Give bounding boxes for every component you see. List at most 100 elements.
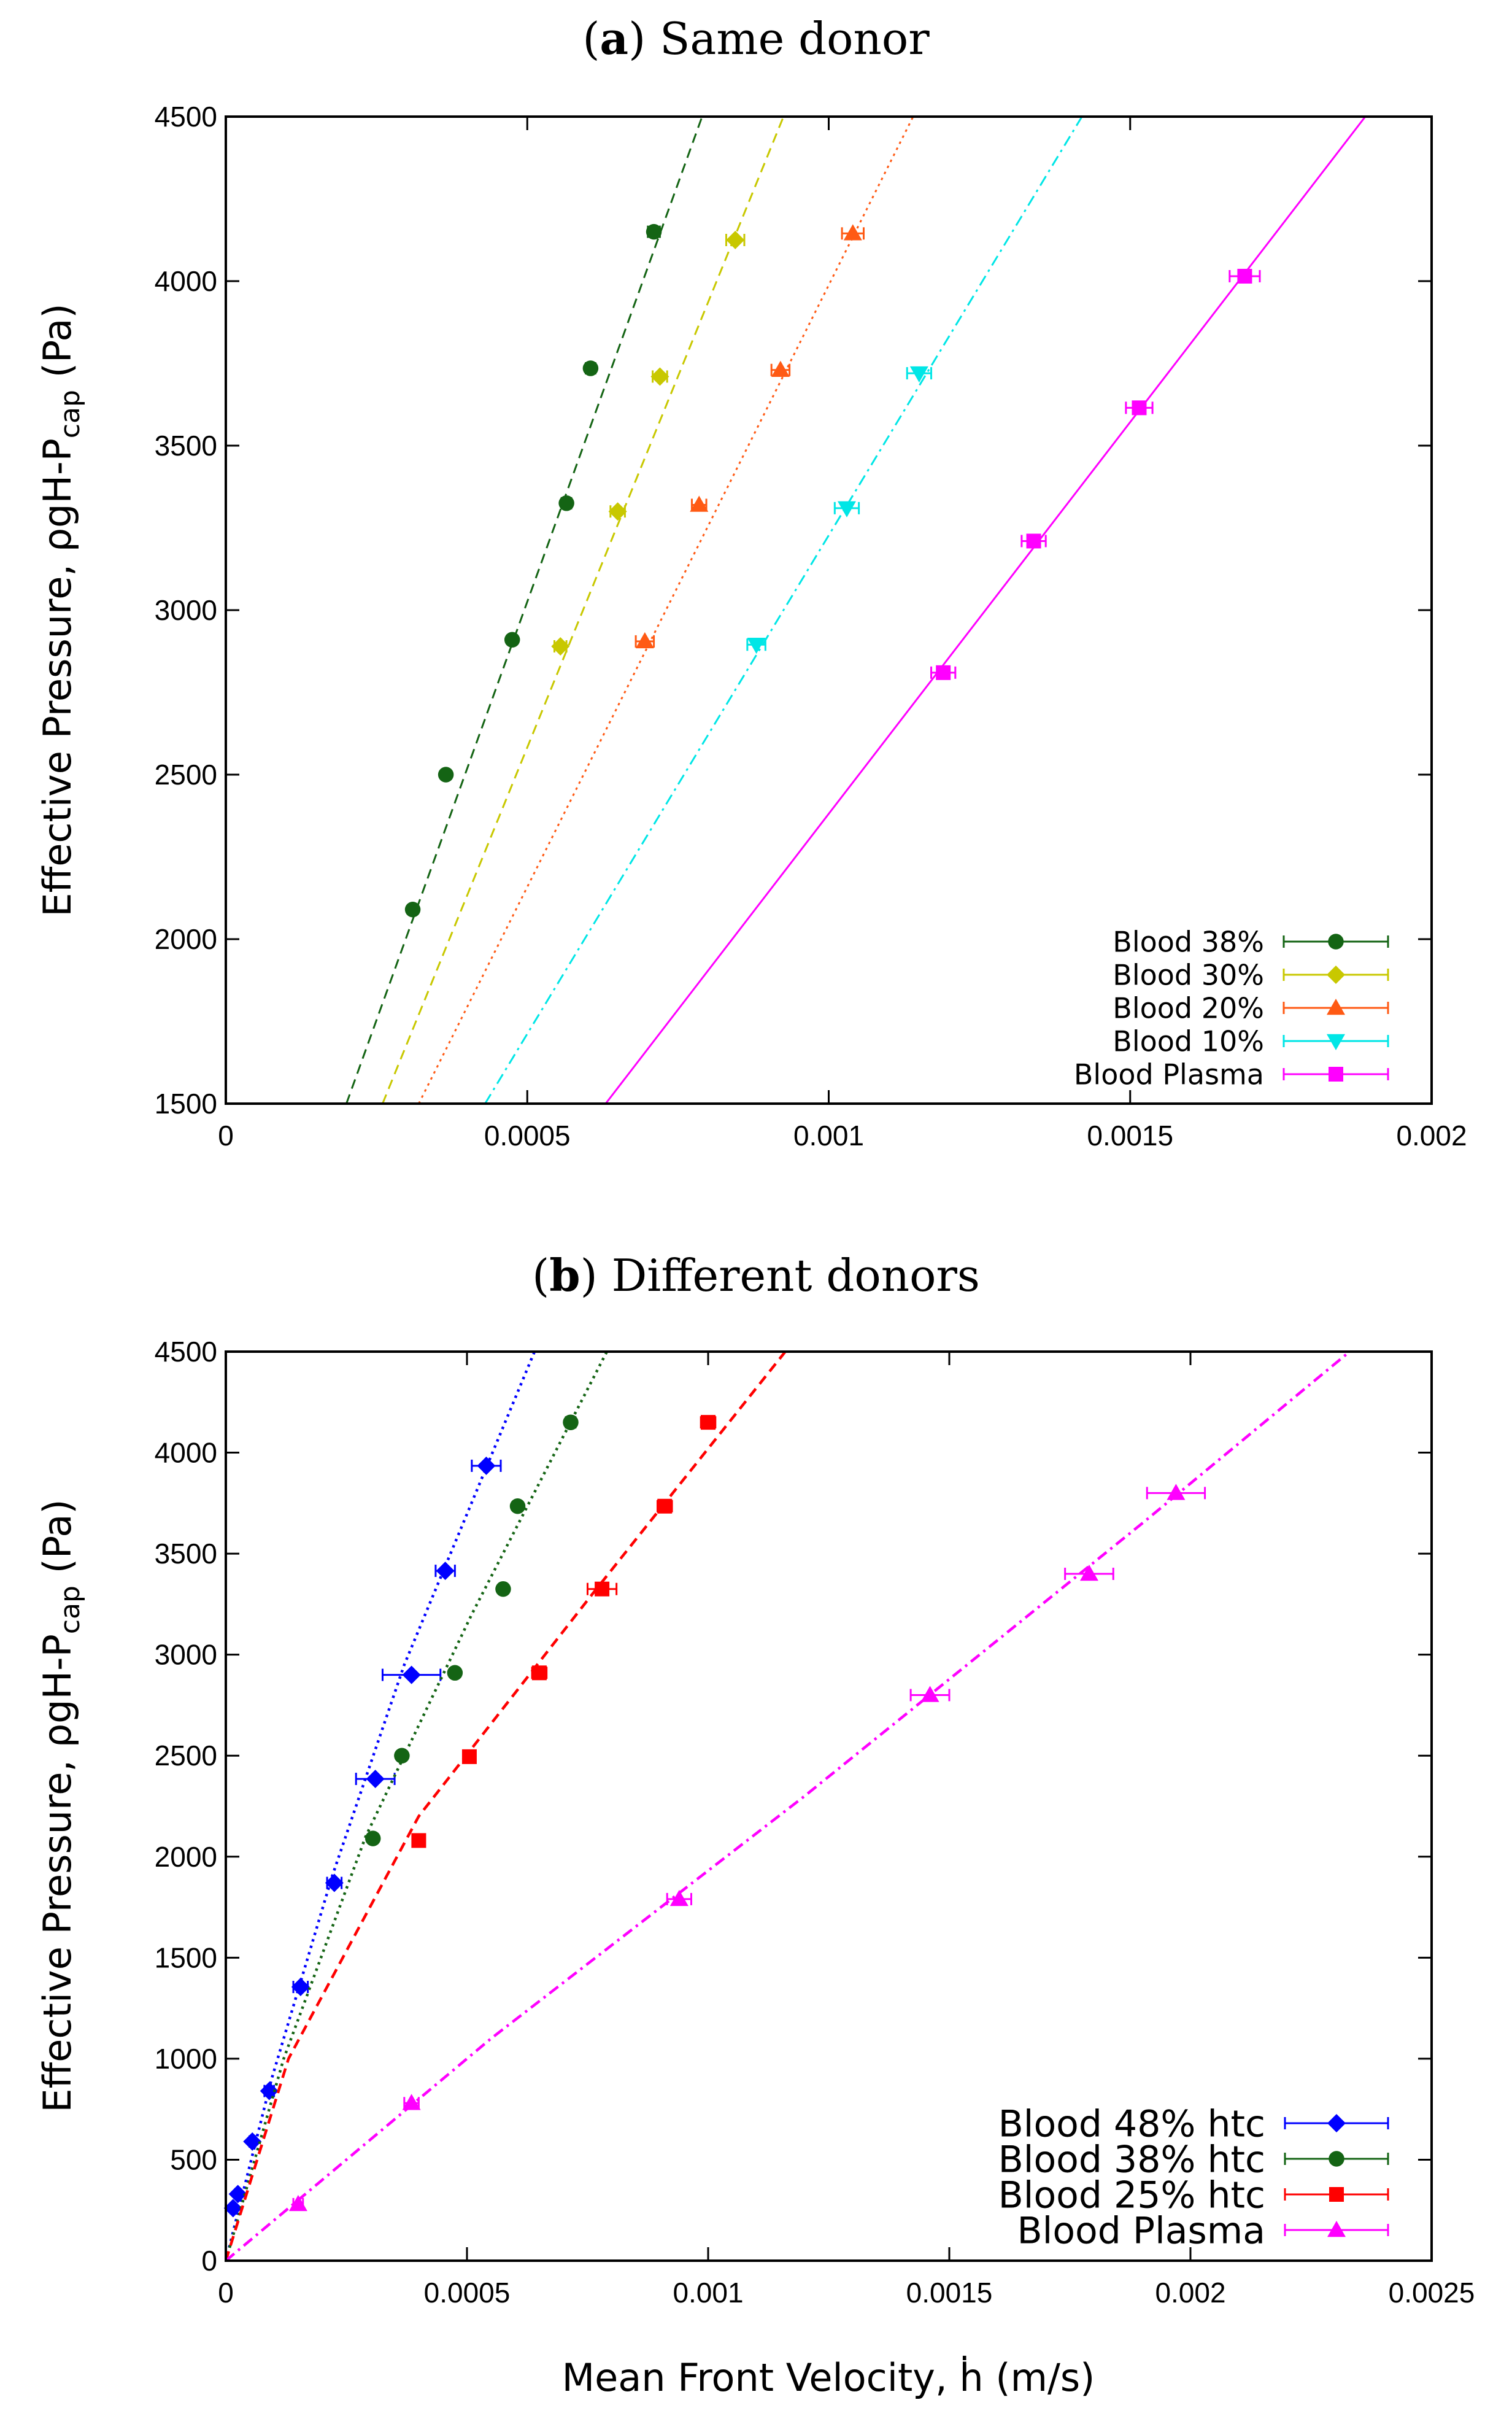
data-point (669, 1889, 688, 1907)
fit-line-blood-10 (484, 117, 1083, 1104)
data-point (504, 632, 520, 648)
legend-item-blood-25-htc: Blood 25% htc (998, 2174, 1389, 2217)
y-tick-label: 2000 (155, 923, 217, 955)
legend-label: Blood 48% htc (998, 2103, 1265, 2146)
data-point (411, 1833, 426, 1848)
data-point (595, 1581, 610, 1597)
data-point (260, 2081, 279, 2100)
fit-line-blood-38-htc (226, 1352, 608, 2261)
data-point (291, 1978, 310, 1997)
y-tick-label: 3000 (155, 1639, 217, 1671)
y-tick-label: 4500 (155, 101, 217, 133)
y-tick-label: 1000 (155, 2043, 217, 2075)
data-point (843, 224, 862, 241)
panel-a-label: a (600, 12, 628, 64)
legend-label: Blood Plasma (1074, 1058, 1264, 1091)
series-blood-25-htc (226, 1352, 787, 2261)
panel-a: (a) Same donor 0 0.0005 0.001 0.0015 0.002 1… (35, 12, 1467, 1152)
data-point (646, 223, 662, 240)
legend-marker (1328, 934, 1344, 950)
panel-b-title-text: Different donors (612, 1250, 980, 1301)
data-point (1079, 1565, 1098, 1581)
legend-item-blood-plasma: Blood Plasma (1074, 1058, 1389, 1091)
legend-label: Blood Plasma (1017, 2210, 1265, 2253)
legend-label: Blood 25% htc (998, 2174, 1265, 2217)
fit-line-blood-30 (382, 117, 785, 1104)
panel-b-label: b (549, 1249, 580, 1301)
series-blood-plasma (604, 117, 1367, 1104)
x-tick-label: 0.002 (1396, 1120, 1467, 1152)
panel-a-legend: Blood 38%Blood 30%Blood 20%Blood 10%Bloo… (1074, 926, 1389, 1091)
fit-line-blood-20 (418, 117, 914, 1104)
panel-b-x-axis-label: Mean Front Velocity, ḣ (m/s) (562, 2355, 1095, 2400)
panel-b-frame (225, 1350, 1433, 2262)
data-point (509, 1498, 526, 1514)
legend-marker (1327, 2114, 1346, 2132)
y-tick-label: 0 (201, 2245, 217, 2277)
data-point (936, 665, 951, 680)
legend-item-blood-30: Blood 30% (1113, 959, 1389, 992)
x-tick-label: 0.0005 (484, 1120, 571, 1152)
x-tick-label: 0.0015 (906, 2277, 993, 2309)
data-point (920, 1686, 939, 1702)
data-point (701, 1415, 716, 1430)
data-point (558, 495, 574, 511)
y-tick-label: 2000 (155, 1841, 217, 1873)
data-point (650, 367, 669, 386)
series-blood-38 (345, 117, 703, 1104)
data-point (438, 767, 454, 783)
data-point (477, 1456, 496, 1475)
x-tick-label: 0 (218, 1120, 234, 1152)
data-point (563, 1414, 579, 1430)
x-tick-label: 0.0005 (424, 2277, 511, 2309)
fit-line-blood-plasma (226, 1352, 1351, 2261)
series-blood-plasma (226, 1352, 1351, 2261)
series-blood-20 (418, 117, 914, 1104)
legend-item-blood-plasma: Blood Plasma (1017, 2210, 1389, 2253)
data-point (909, 366, 928, 383)
data-point (495, 1581, 511, 1597)
y-tick-label: 4000 (155, 1437, 217, 1469)
data-point (690, 495, 709, 512)
data-point (288, 2194, 307, 2212)
series-blood-48-htc (223, 1352, 536, 2261)
x-tick-label: 0 (218, 2277, 234, 2309)
legend-marker (1329, 1067, 1343, 1082)
y-tick-label: 1500 (155, 1088, 217, 1120)
y-tick-label: 500 (170, 2143, 217, 2175)
legend-marker (1327, 966, 1345, 984)
data-point (582, 360, 599, 376)
data-point (394, 1748, 410, 1764)
y-tick-label: 4500 (155, 1336, 217, 1368)
data-point (747, 638, 766, 654)
series-blood-10 (484, 117, 1083, 1104)
data-point (726, 231, 745, 249)
data-point (635, 632, 654, 649)
panel-a-title-text: Same donor (660, 13, 930, 64)
x-tick-label: 0.001 (673, 2277, 743, 2309)
panel-b: (b) Different donors 0 0.0005 0.001 0.0015 0… (35, 1249, 1475, 2400)
legend-label: Blood 10% (1113, 1025, 1264, 1058)
legend-item-blood-10: Blood 10% (1113, 1025, 1389, 1058)
y-tick-label: 3500 (155, 1538, 217, 1570)
data-point (1237, 268, 1252, 284)
panel-b-plot-area (223, 1352, 1351, 2261)
panel-b-title: (b) Different donors (532, 1249, 980, 1301)
legend-label: Blood 20% (1113, 992, 1264, 1025)
series-blood-30 (382, 117, 785, 1104)
data-point (447, 1665, 463, 1681)
legend-marker (1327, 1034, 1345, 1050)
panel-b-y-axis: 0 500 1000 1500 2000 2500 3000 3500 4000 4500 (155, 1336, 1432, 2277)
data-point (461, 1749, 477, 1764)
data-point (771, 360, 790, 377)
series-blood-38-htc (226, 1352, 608, 2261)
y-tick-label: 1500 (155, 1942, 217, 1973)
legend-label: Blood 38% htc (998, 2139, 1265, 2182)
y-tick-label: 3500 (155, 430, 217, 462)
legend-marker (1329, 2187, 1344, 2202)
panel-a-y-axis-label: Effective Pressure, ρgH-Pcap (Pa) (35, 303, 86, 916)
legend-item-blood-38-htc: Blood 38% htc (998, 2139, 1389, 2182)
data-point (1132, 400, 1147, 416)
